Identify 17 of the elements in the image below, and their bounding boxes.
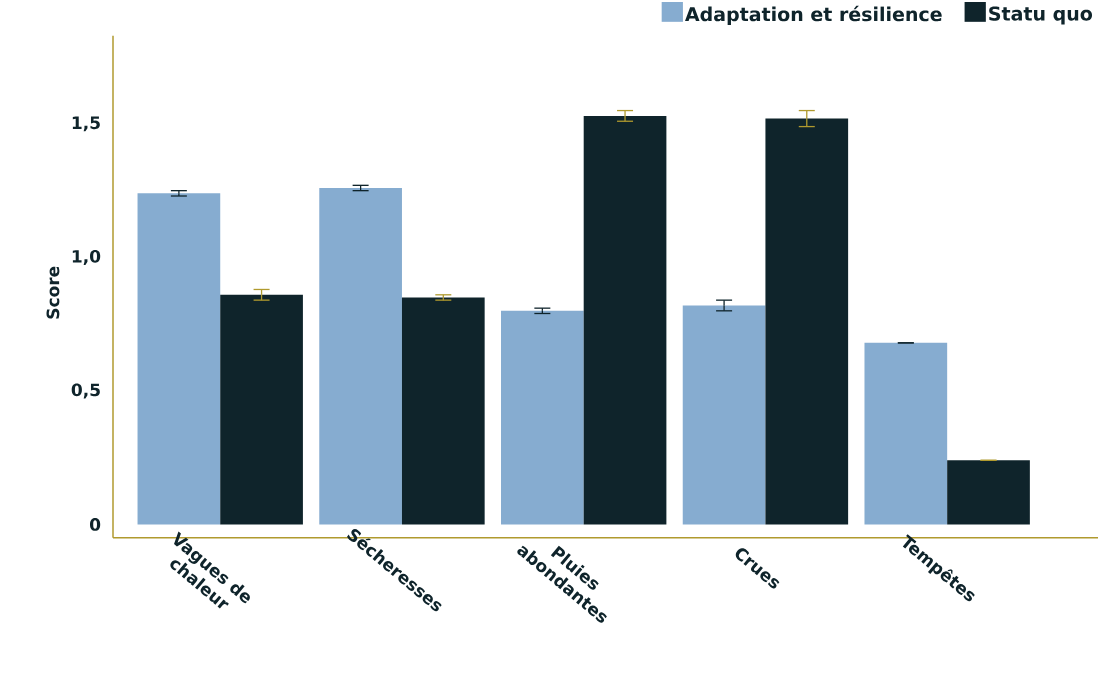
y-tick-label: 0,5	[71, 383, 100, 399]
bar	[401, 297, 485, 525]
bar	[319, 188, 402, 525]
y-tick-label: 0	[90, 518, 101, 531]
bar	[501, 310, 584, 525]
bar	[682, 305, 766, 525]
bar	[947, 460, 1030, 525]
bar	[220, 294, 303, 525]
legend-label: Statu quo	[989, 6, 1093, 25]
legend-label: Adaptation et résilience	[685, 5, 942, 26]
y-tick-label: 1,5	[72, 116, 100, 132]
bar	[137, 193, 221, 525]
bar	[583, 116, 667, 525]
y-axis-title: Score	[46, 266, 60, 319]
y-tick-label: 1,0	[72, 249, 101, 266]
bar	[864, 342, 948, 525]
bar	[765, 118, 849, 525]
